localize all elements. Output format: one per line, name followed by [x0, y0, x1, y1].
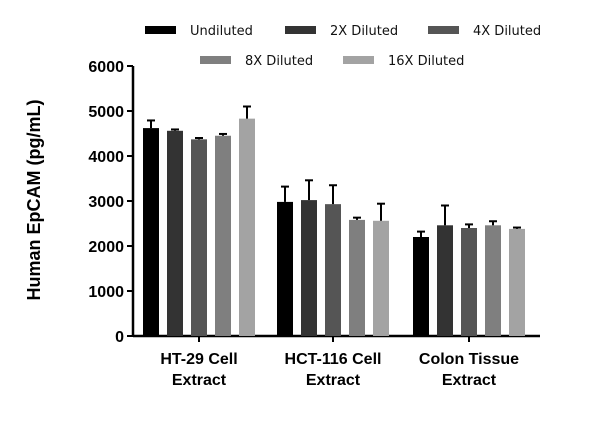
bar [485, 225, 501, 336]
legend-label: 8X Diluted [245, 54, 313, 69]
legend: Undiluted 2X Diluted 4X Diluted 8X Diluted 1… [145, 24, 541, 69]
x-tick-label: HT-29 Cell [160, 351, 237, 368]
bar [509, 228, 525, 336]
legend-swatch [428, 26, 459, 34]
legend-swatch [343, 56, 374, 64]
y-tick-label: 2000 [88, 239, 124, 256]
bar [325, 204, 341, 336]
bar [349, 219, 365, 336]
bar [461, 228, 477, 336]
legend-label: Undiluted [190, 24, 253, 39]
legend-label: 2X Diluted [330, 24, 398, 39]
bar [215, 135, 231, 336]
legend-swatch [200, 56, 231, 64]
y-tick-label: 4000 [88, 149, 124, 166]
bar [301, 200, 317, 336]
bar [191, 139, 207, 336]
x-tick-label: Colon Tissue [419, 351, 519, 368]
x-tick-label: Extract [172, 372, 227, 389]
bar [143, 128, 159, 336]
y-tick-label: 6000 [88, 59, 124, 76]
x-tick-label: Extract [306, 372, 361, 389]
x-tick-label: Extract [442, 372, 497, 389]
plot-area: 0 1000 2000 3000 4000 5000 6000 HT-29 Cell Extra… [88, 59, 540, 389]
bar [413, 237, 429, 336]
y-tick-label: 5000 [88, 104, 124, 121]
legend-swatch [145, 26, 176, 34]
y-tick-label: 0 [115, 329, 124, 346]
bar [277, 201, 293, 336]
legend-swatch [285, 26, 316, 34]
y-tick-label: 1000 [88, 284, 124, 301]
x-tick-label: HCT-116 Cell [285, 351, 382, 368]
bar [373, 220, 389, 336]
y-axis-title: Human EpCAM (pg/mL) [24, 100, 44, 301]
bar [239, 118, 255, 337]
legend-label: 4X Diluted [473, 24, 541, 39]
y-tick-label: 3000 [88, 194, 124, 211]
bar [167, 130, 183, 336]
legend-label: 16X Diluted [388, 54, 464, 69]
bar [437, 225, 453, 336]
